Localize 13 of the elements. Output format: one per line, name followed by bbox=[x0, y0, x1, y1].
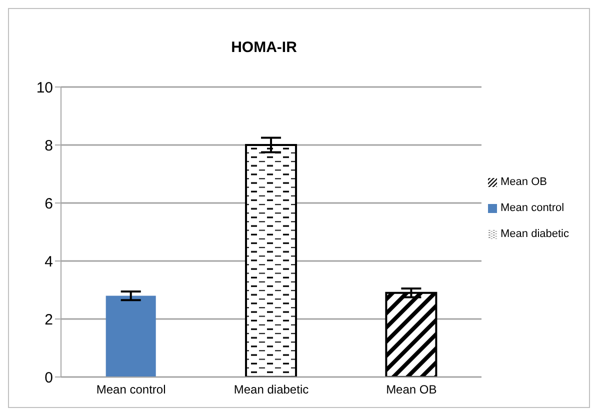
chart-title: HOMA-IR bbox=[230, 39, 298, 56]
y-tick-label: 4 bbox=[44, 253, 53, 270]
y-tick-label: 2 bbox=[44, 311, 53, 328]
x-tick-label: Mean OB bbox=[386, 382, 437, 397]
y-tick-label: 6 bbox=[44, 195, 53, 212]
legend-label: Mean OB bbox=[500, 176, 547, 188]
x-tick-label: Mean diabetic bbox=[234, 382, 309, 397]
legend-label: Mean control bbox=[500, 202, 564, 214]
legend-label: Mean diabetic bbox=[500, 228, 569, 240]
y-tick-label: 8 bbox=[44, 137, 53, 154]
y-tick-label: 0 bbox=[44, 369, 53, 386]
y-tick-label: 10 bbox=[36, 79, 53, 96]
x-tick-label: Mean control bbox=[96, 382, 166, 397]
